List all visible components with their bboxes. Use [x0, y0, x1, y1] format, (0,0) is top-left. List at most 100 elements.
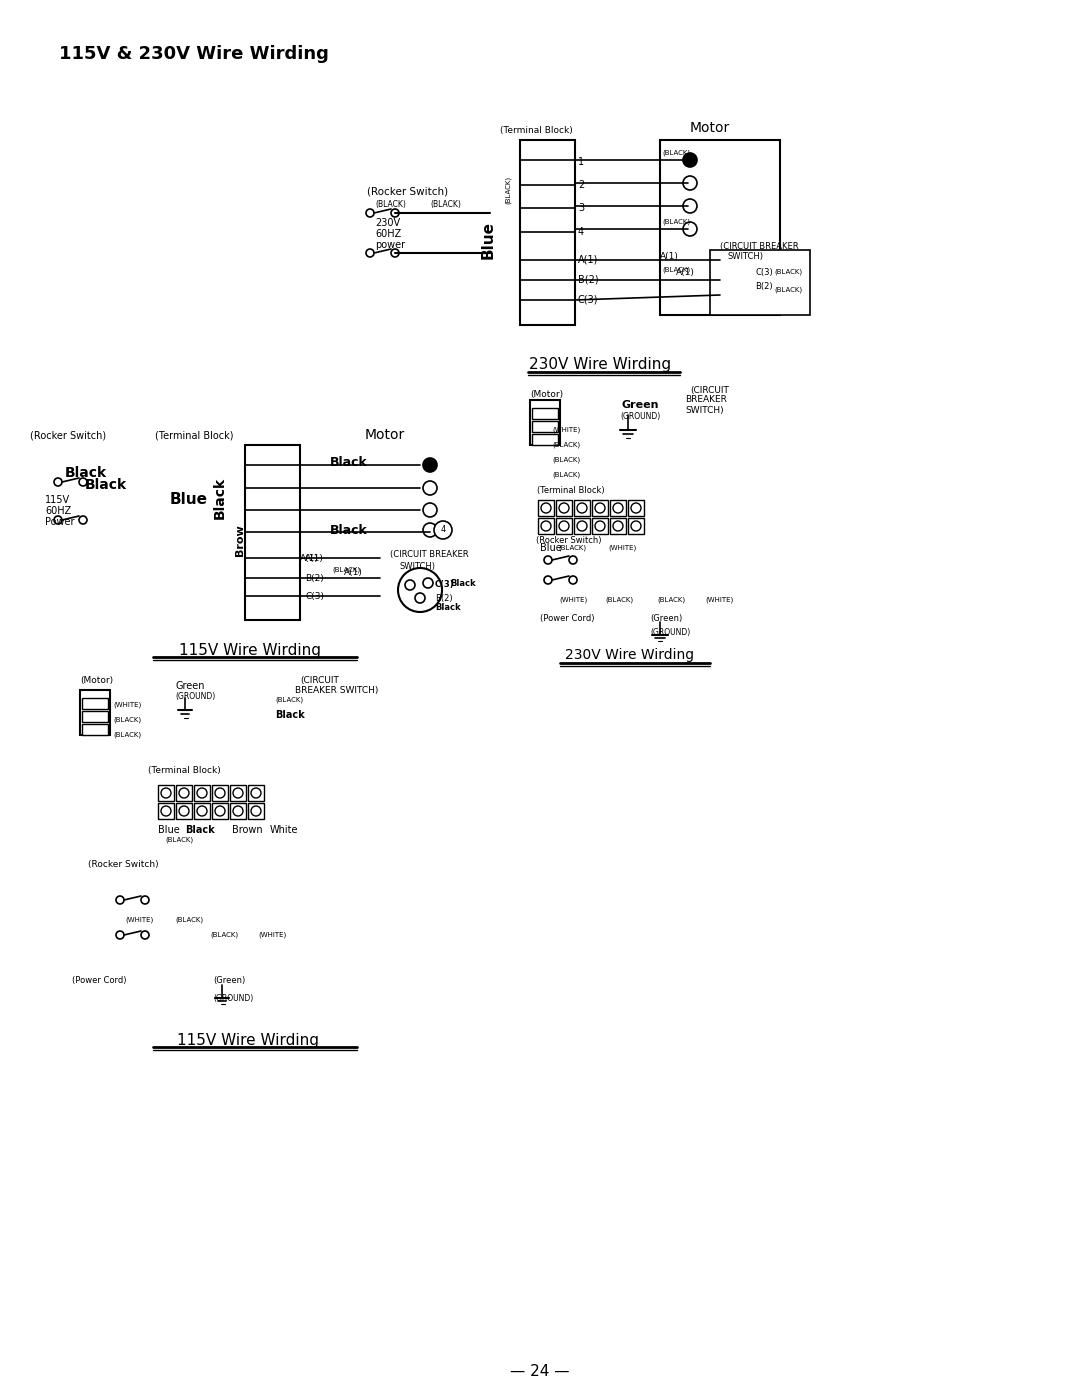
Circle shape [215, 806, 225, 816]
Text: SWITCH): SWITCH) [728, 253, 764, 261]
Circle shape [423, 578, 433, 588]
Circle shape [595, 503, 605, 513]
Bar [660, 140, 780, 314]
Text: (BLACK): (BLACK) [558, 545, 586, 552]
Text: (Power Cord): (Power Cord) [72, 975, 126, 985]
Circle shape [233, 806, 243, 816]
Text: (Rocker Switch): (Rocker Switch) [87, 861, 159, 869]
Text: 115V & 230V Wire Wirding: 115V & 230V Wire Wirding [59, 45, 329, 63]
Text: 230V Wire Wirding: 230V Wire Wirding [529, 358, 671, 373]
Text: B(2): B(2) [578, 275, 598, 285]
Bar [592, 518, 608, 534]
Circle shape [544, 576, 552, 584]
Text: — 24 —: — 24 — [510, 1365, 570, 1379]
Text: (GROUND): (GROUND) [650, 627, 690, 637]
Text: BREAKER SWITCH): BREAKER SWITCH) [295, 686, 378, 694]
Circle shape [683, 176, 697, 190]
Text: Power: Power [45, 517, 75, 527]
Text: C(3): C(3) [435, 580, 455, 588]
Bar [80, 690, 110, 735]
Text: (BLACK): (BLACK) [375, 201, 406, 210]
Circle shape [569, 576, 577, 584]
Bar [194, 785, 210, 800]
Circle shape [161, 806, 171, 816]
Circle shape [161, 788, 171, 798]
Circle shape [544, 556, 552, 564]
Bar [82, 724, 108, 735]
Text: Black: Black [275, 710, 305, 719]
Circle shape [399, 569, 442, 612]
Bar [532, 420, 558, 432]
Circle shape [683, 198, 697, 212]
Text: (WHITE): (WHITE) [552, 426, 580, 433]
Text: (WHITE): (WHITE) [608, 545, 636, 552]
Text: (BLACK): (BLACK) [552, 441, 580, 448]
Text: A(1): A(1) [676, 268, 694, 278]
Text: (BLACK): (BLACK) [552, 457, 580, 464]
Text: (BLACK): (BLACK) [165, 837, 193, 844]
Circle shape [631, 503, 642, 513]
Circle shape [141, 930, 149, 939]
Text: C(3): C(3) [578, 295, 598, 305]
Text: 3: 3 [578, 203, 584, 212]
Text: (BLACK): (BLACK) [505, 176, 512, 204]
Circle shape [141, 895, 149, 904]
Text: (Rocker Switch): (Rocker Switch) [367, 187, 448, 197]
Bar [610, 500, 626, 515]
Text: (CIRCUIT BREAKER: (CIRCUIT BREAKER [390, 550, 469, 560]
Text: White: White [270, 826, 298, 835]
Bar [158, 785, 174, 800]
Text: Blue: Blue [158, 826, 179, 835]
Text: Brown: Brown [232, 826, 262, 835]
Text: 230V: 230V [375, 218, 400, 228]
Text: 115V: 115V [45, 495, 70, 504]
Text: (Motor): (Motor) [80, 676, 113, 685]
Circle shape [54, 478, 62, 486]
Bar [538, 518, 554, 534]
Text: B(2): B(2) [435, 594, 453, 602]
Text: 60HZ: 60HZ [45, 506, 71, 515]
Bar [532, 434, 558, 446]
Circle shape [215, 788, 225, 798]
Text: 115V Wire Wirding: 115V Wire Wirding [179, 643, 321, 658]
Circle shape [595, 521, 605, 531]
Text: SWITCH): SWITCH) [400, 562, 436, 570]
Text: (WHITE): (WHITE) [258, 932, 286, 939]
Circle shape [725, 270, 735, 279]
Circle shape [569, 556, 577, 564]
Text: A(1): A(1) [578, 256, 598, 265]
Bar [573, 500, 590, 515]
Circle shape [405, 580, 415, 590]
Circle shape [179, 806, 189, 816]
Text: (WHITE): (WHITE) [113, 701, 141, 708]
Text: (WHITE): (WHITE) [705, 597, 733, 604]
Circle shape [541, 503, 551, 513]
Text: Black: Black [435, 602, 461, 612]
Circle shape [423, 522, 437, 536]
Circle shape [391, 210, 399, 217]
Text: Black: Black [450, 580, 475, 588]
Circle shape [735, 286, 745, 298]
Text: 2: 2 [578, 180, 584, 190]
Text: Brow: Brow [235, 524, 245, 556]
Text: (BLACK): (BLACK) [210, 932, 238, 939]
Text: Motor: Motor [365, 427, 405, 441]
Circle shape [423, 458, 437, 472]
Bar [610, 518, 626, 534]
Text: Black: Black [330, 455, 368, 468]
Text: (BLACK): (BLACK) [662, 219, 690, 225]
Bar [176, 803, 192, 819]
Text: (BLACK): (BLACK) [657, 597, 685, 604]
Bar [212, 803, 228, 819]
Circle shape [577, 503, 588, 513]
Bar [573, 518, 590, 534]
Text: A(1): A(1) [660, 253, 679, 261]
Text: Blue: Blue [170, 493, 208, 507]
Circle shape [366, 210, 374, 217]
Text: A(1): A(1) [300, 553, 319, 563]
Circle shape [577, 521, 588, 531]
Text: (BLACK): (BLACK) [332, 567, 360, 573]
Circle shape [79, 515, 87, 524]
Text: (Green): (Green) [650, 613, 683, 623]
Text: C(3): C(3) [305, 591, 324, 601]
